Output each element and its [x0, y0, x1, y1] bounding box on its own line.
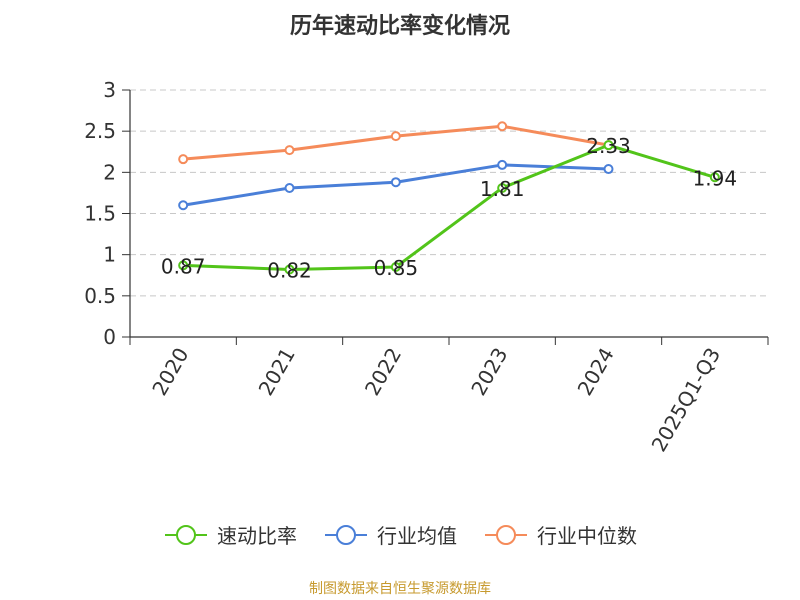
axes: 0 0.5 1 1.5 2 2.5 3 2020 2021 2022 2023 2024 2025Q1-… — [84, 78, 769, 456]
data-label: 0.85 — [374, 256, 419, 280]
chart-title: 历年速动比率变化情况 — [289, 14, 510, 39]
series-line — [183, 143, 716, 271]
data-point — [603, 164, 614, 175]
data-label: 1.94 — [693, 166, 738, 190]
data-point — [603, 140, 614, 151]
legend-swatch-icon — [485, 524, 527, 545]
y-tick-label: 0.5 — [84, 284, 116, 308]
data-point — [284, 182, 295, 193]
x-tick-label: 2023 — [466, 343, 512, 399]
data-point — [390, 131, 401, 142]
x-tick-label: 2025Q1-Q3 — [646, 344, 725, 456]
legend-label: 行业中位数 — [537, 524, 637, 548]
data-point — [284, 145, 295, 156]
data-point — [178, 260, 189, 271]
legend: 速动比率 行业均值 行业中位数 — [0, 520, 800, 549]
data-point — [178, 200, 189, 211]
legend-item: 行业均值 — [323, 520, 457, 549]
x-tick-label: 2022 — [360, 344, 406, 400]
data-label: 1.81 — [480, 177, 525, 201]
data-point — [284, 264, 295, 275]
data-point — [390, 262, 401, 273]
legend-label: 行业均值 — [377, 524, 457, 548]
series-layer — [178, 121, 720, 275]
data-labels: 0.87 0.82 0.85 1.81 2.33 1.94 — [161, 134, 737, 282]
grid-lines — [130, 89, 768, 297]
x-tick-label: 2024 — [573, 344, 619, 400]
y-tick-label: 2 — [103, 160, 116, 184]
x-tick-label: 2020 — [147, 344, 193, 400]
data-label: 2.33 — [586, 134, 631, 158]
y-tick-label: 1 — [103, 243, 116, 267]
legend-item: 行业中位数 — [483, 520, 637, 549]
data-point — [497, 159, 508, 170]
x-tick-label: 2021 — [254, 344, 300, 400]
data-point — [497, 182, 508, 193]
y-tick-label: 1.5 — [84, 202, 116, 226]
legend-item: 速动比率 — [163, 520, 297, 549]
legend-swatch-icon — [325, 524, 367, 545]
data-point — [497, 121, 508, 132]
y-tick-label: 0 — [103, 325, 116, 349]
y-tick-label: 2.5 — [84, 119, 116, 143]
data-point — [390, 177, 401, 188]
data-label: 0.87 — [161, 254, 206, 278]
data-label: 0.82 — [267, 258, 312, 282]
data-point — [178, 154, 189, 165]
legend-swatch-icon — [165, 524, 207, 545]
source-note: 制图数据来自恒生聚源数据库 — [309, 581, 491, 597]
y-tick-label: 3 — [103, 78, 116, 102]
legend-label: 速动比率 — [217, 524, 297, 548]
data-point — [709, 172, 720, 183]
